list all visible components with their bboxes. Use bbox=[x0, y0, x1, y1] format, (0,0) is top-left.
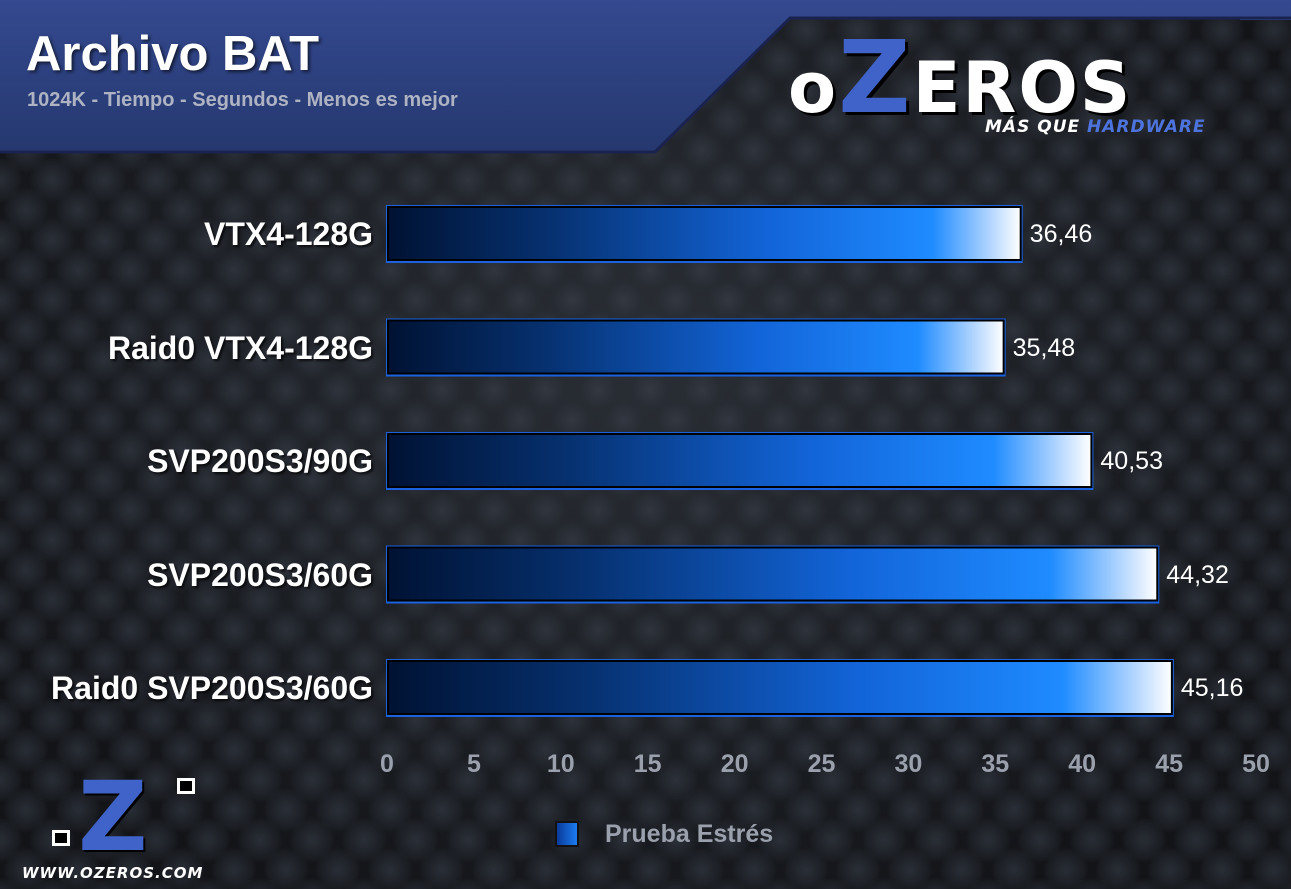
x-tick-label: 40 bbox=[1068, 750, 1097, 778]
logo-eros: EROS bbox=[912, 47, 1133, 129]
bar bbox=[387, 546, 1159, 602]
footer-logo-z: Z bbox=[78, 761, 148, 873]
data-label: 44,32 bbox=[1166, 560, 1229, 589]
footer-url: WWW.OZEROS.COM bbox=[22, 864, 204, 882]
bar-group bbox=[386, 432, 1094, 490]
footer-logo-degree-icon bbox=[177, 778, 195, 794]
data-label: 35,48 bbox=[1012, 333, 1076, 362]
x-tick-label: 20 bbox=[720, 750, 749, 778]
logo-tagline-accent: HARDWARE bbox=[1087, 117, 1206, 137]
x-tick-label: 45 bbox=[1155, 750, 1183, 778]
bar bbox=[387, 433, 1093, 488]
x-tick-label: 10 bbox=[546, 750, 575, 778]
bar bbox=[387, 660, 1173, 715]
x-tick-label: 5 bbox=[466, 750, 481, 778]
data-label: 36,46 bbox=[1029, 220, 1093, 248]
legend-series-name: Prueba Estrés bbox=[605, 819, 774, 848]
footer-logo-o-icon bbox=[52, 830, 70, 846]
category-label: Raid0 VTX4-128G bbox=[108, 329, 373, 366]
x-tick-label: 0 bbox=[380, 750, 394, 778]
legend-swatch bbox=[555, 821, 579, 847]
header-banner bbox=[0, 0, 1291, 152]
x-tick-label: 50 bbox=[1242, 750, 1270, 778]
chart-title: Archivo BAT bbox=[26, 27, 320, 81]
bar-group bbox=[386, 318, 1006, 377]
chart-subtitle: 1024K - Tiempo - Segundos - Menos es mej… bbox=[27, 89, 458, 111]
data-label: 45,16 bbox=[1180, 674, 1244, 702]
logo-o: o bbox=[788, 47, 839, 129]
bar-group bbox=[386, 545, 1160, 604]
bar-group bbox=[386, 659, 1174, 717]
logo-z: Z bbox=[838, 19, 913, 136]
category-label: SVP200S3/90G bbox=[147, 443, 373, 479]
logo-tagline: MÁS QUE HARDWARE bbox=[985, 117, 1206, 137]
category-label: SVP200S3/60G bbox=[147, 556, 373, 593]
category-label: VTX4-128G bbox=[204, 216, 373, 252]
data-label: 40,53 bbox=[1100, 447, 1163, 475]
legend: Prueba Estrés bbox=[555, 819, 773, 849]
x-tick-label: 35 bbox=[981, 750, 1010, 778]
bar bbox=[387, 319, 1005, 375]
x-tick-label: 15 bbox=[633, 750, 662, 778]
bar-group bbox=[386, 205, 1023, 263]
logo-tagline-prefix: MÁS QUE bbox=[985, 117, 1088, 137]
footer-logo: Z bbox=[50, 769, 220, 865]
x-tick-label: 25 bbox=[807, 750, 836, 778]
category-label: Raid0 SVP200S3/60G bbox=[51, 670, 373, 706]
ozeros-logo: oZEROS bbox=[788, 28, 1132, 128]
bar bbox=[387, 206, 1022, 261]
x-tick-label: 30 bbox=[894, 750, 923, 778]
